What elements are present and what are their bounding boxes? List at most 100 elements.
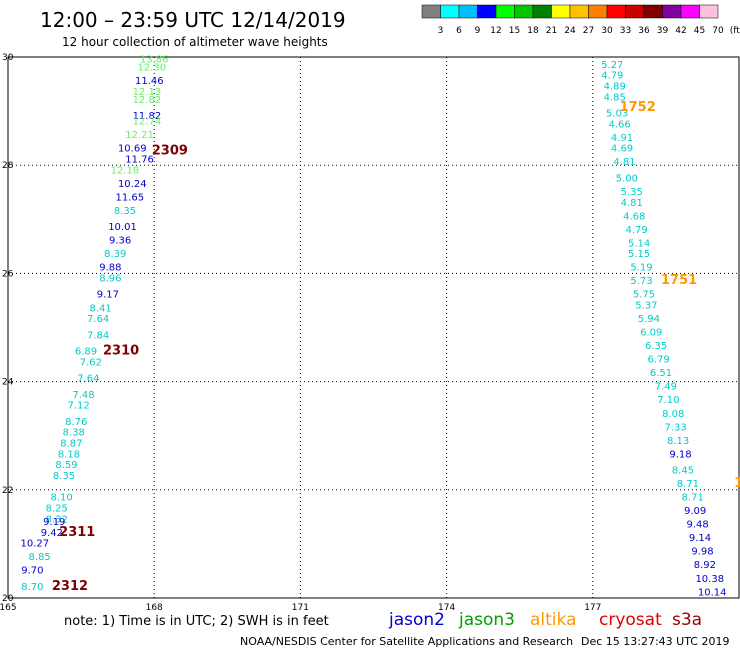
wave-height-point: 10.27 — [20, 539, 49, 550]
wave-height-point: 6.51 — [650, 368, 672, 379]
wave-height-point: 7.10 — [657, 395, 679, 406]
wave-height-point: 9.36 — [109, 236, 131, 247]
x-tick-label: 168 — [146, 603, 163, 613]
footer-note: note: 1) Time is in UTC; 2) SWH is in fe… — [64, 614, 329, 629]
data-points: 8.708.858.258.108.328.358.598.188.878.38… — [20, 54, 726, 598]
scale-label: 70 — [712, 26, 724, 36]
footer-timestamp: Dec 15 13:27:43 UTC 2019 — [581, 635, 729, 648]
wave-height-point: 12.74 — [133, 117, 162, 128]
scale-label: 36 — [638, 26, 650, 36]
wave-height-point: 7.12 — [68, 401, 90, 412]
wave-height-point: 5.75 — [633, 290, 655, 301]
wave-height-point: 9.70 — [21, 566, 43, 577]
pass-label: 2309 — [152, 143, 188, 158]
scale-label: 27 — [583, 26, 594, 36]
wave-height-point: 10.14 — [698, 587, 727, 598]
wave-height-point: 7.62 — [80, 357, 102, 368]
wave-height-point: 10.38 — [695, 574, 724, 585]
y-tick-label: 20 — [2, 594, 14, 604]
satellite-legend-entry: jason3 — [458, 610, 515, 630]
wave-height-point: 4.79 — [626, 225, 648, 236]
wave-height-point: 4.66 — [608, 119, 630, 130]
wave-height-point: 5.27 — [601, 60, 623, 71]
pass-label: 17 — [734, 476, 740, 491]
wave-height-point: 10.69 — [118, 144, 147, 155]
wave-height-point: 11.46 — [135, 76, 164, 87]
y-tick-label: 26 — [2, 269, 14, 279]
x-tick-label: 171 — [292, 603, 309, 613]
y-tick-label: 28 — [2, 161, 14, 171]
scale-swatch — [662, 4, 682, 19]
wave-height-point: 8.71 — [677, 479, 699, 490]
wave-height-point: 13.86 — [140, 54, 169, 65]
wave-height-point: 4.69 — [611, 144, 633, 155]
wave-height-point: 5.94 — [638, 314, 660, 325]
wave-height-point: 7.84 — [87, 330, 109, 341]
scale-swatch — [532, 4, 552, 19]
satellite-legend: jason2 jason3 altika cryosat s3a — [388, 610, 702, 630]
chart-title: 12:00 – 23:59 UTC 12/14/2019 — [40, 8, 346, 32]
wave-height-point: 9.17 — [97, 290, 119, 301]
scale-label: 21 — [546, 26, 557, 36]
wave-height-point: 12.82 — [133, 95, 162, 106]
satellite-legend-entry: altika — [530, 610, 577, 630]
x-tick-label: 174 — [438, 603, 455, 613]
satellite-legend-entry: jason2 — [388, 610, 445, 630]
scale-swatch — [625, 4, 645, 19]
wave-height-point: 6.35 — [645, 341, 667, 352]
wave-height-point: 8.59 — [55, 460, 77, 471]
wave-height-point: 8.32 — [46, 514, 68, 525]
scale-swatch — [588, 4, 608, 19]
scale-label: 12 — [490, 26, 501, 36]
satellite-legend-entry: s3a — [672, 610, 702, 630]
wave-height-point: 8.87 — [60, 439, 82, 450]
scale-swatch — [421, 4, 441, 19]
wave-height-point: 4.81 — [621, 198, 643, 209]
scale-label: 24 — [564, 26, 576, 36]
scale-label: 45 — [694, 26, 705, 36]
wave-height-point: 6.09 — [640, 328, 662, 339]
wave-height-point: 8.70 — [21, 582, 43, 593]
wave-height-point: 12.21 — [125, 130, 154, 141]
x-tick-label: 177 — [584, 603, 601, 613]
wave-height-point: 5.73 — [630, 276, 652, 287]
scale-swatch — [440, 4, 460, 19]
scale-label: (ft) — [730, 26, 740, 36]
wave-height-point: 9.09 — [684, 506, 706, 517]
wave-height-point: 7.64 — [77, 374, 99, 385]
wave-height-point: 8.10 — [50, 493, 72, 504]
pass-label: 2311 — [59, 525, 95, 540]
scale-swatch — [551, 4, 571, 19]
pass-labels: 2309 2310 2311 2312 1752 1751 17 — [52, 100, 740, 594]
wave-height-point: 6.89 — [75, 347, 97, 358]
wave-height-point: 4.85 — [604, 92, 626, 103]
scale-label: 6 — [456, 26, 462, 36]
pass-label: 2312 — [52, 579, 88, 594]
wave-height-point: 8.45 — [672, 466, 694, 477]
axis-tick-labels: 165 168 171 174 177 20 22 24 26 28 30 — [0, 53, 601, 613]
wave-height-point: 9.98 — [691, 547, 713, 558]
x-tick-label: 165 — [0, 603, 17, 613]
scale-swatch — [680, 4, 700, 19]
wave-height-point: 9.14 — [689, 533, 711, 544]
scale-swatch — [495, 4, 515, 19]
scale-label: 30 — [601, 26, 613, 36]
scale-label: 42 — [675, 26, 686, 36]
chart-subtitle: 12 hour collection of altimeter wave hei… — [62, 35, 328, 49]
wave-height-point: 10.24 — [118, 179, 147, 190]
wave-height-point: 11.76 — [125, 154, 154, 165]
wave-height-point: 4.79 — [601, 71, 623, 82]
wave-height-point: 12.13 — [133, 87, 162, 98]
wave-height-point: 4.91 — [611, 133, 633, 144]
wave-height-point: 5.35 — [621, 187, 643, 198]
pass-label: 2310 — [103, 344, 139, 359]
pass-label: 1752 — [620, 100, 656, 115]
wave-height-point: 7.48 — [72, 390, 94, 401]
wave-height-point: 11.82 — [133, 111, 162, 122]
scale-label: 39 — [657, 26, 669, 36]
wave-height-point: 8.08 — [662, 409, 684, 420]
wave-height-point: 8.35 — [114, 206, 136, 217]
scale-swatch — [643, 4, 663, 19]
